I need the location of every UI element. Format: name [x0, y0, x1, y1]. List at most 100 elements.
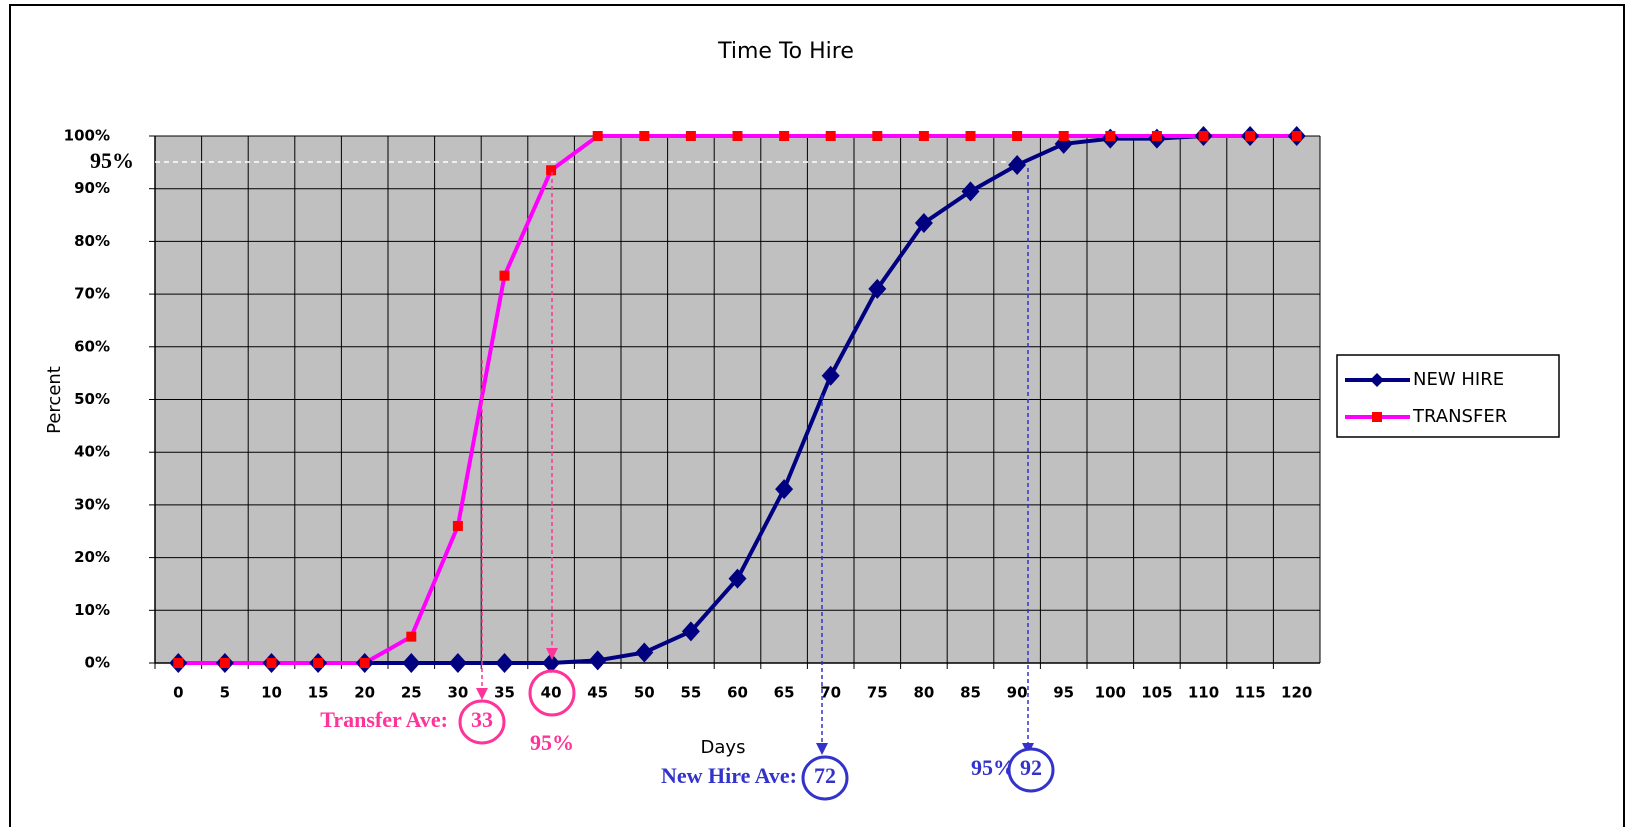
- marker: [266, 658, 277, 668]
- x-axis-title: Days: [701, 737, 746, 758]
- annotation: 95%: [530, 730, 574, 755]
- x-tick-label: 85: [960, 684, 981, 702]
- chart-title: Time To Hire: [717, 39, 854, 64]
- annotation: Transfer Ave:: [320, 707, 448, 732]
- arrow-head: [476, 688, 488, 700]
- marker: [914, 212, 933, 233]
- x-tick-label: 115: [1234, 684, 1265, 702]
- y-tick-label: 70%: [74, 285, 110, 303]
- x-tick-label: 15: [308, 684, 329, 702]
- marker: [1245, 131, 1256, 141]
- marker: [868, 278, 887, 299]
- marker: [546, 165, 557, 176]
- marker: [1291, 131, 1302, 141]
- x-tick-label: 120: [1281, 684, 1312, 702]
- legend-marker: [1372, 412, 1382, 422]
- x-tick-label: 90: [1007, 684, 1028, 702]
- marker: [1058, 131, 1069, 141]
- x-tick-label: 30: [447, 684, 468, 702]
- marker: [685, 131, 696, 141]
- legend-label: TRANSFER: [1412, 406, 1507, 427]
- marker: [313, 658, 324, 668]
- y-tick-label: 30%: [74, 495, 110, 513]
- marker: [825, 131, 836, 141]
- y-tick-label: 10%: [74, 601, 110, 619]
- marker: [965, 131, 976, 141]
- annotation: 72: [814, 763, 836, 788]
- marker: [402, 653, 421, 673]
- annotation: 95%: [90, 148, 134, 173]
- annotation-circle: [801, 755, 849, 801]
- x-tick-label: 10: [261, 684, 282, 702]
- marker: [779, 131, 790, 141]
- marker: [821, 365, 840, 386]
- y-tick-label: 20%: [74, 548, 110, 566]
- marker: [448, 653, 467, 673]
- marker: [732, 131, 743, 141]
- x-tick-label: 0: [173, 684, 183, 702]
- y-tick-label: 90%: [74, 179, 110, 197]
- marker: [1105, 131, 1116, 141]
- x-tick-label: 75: [867, 684, 888, 702]
- marker: [872, 131, 883, 141]
- y-tick-label: 40%: [74, 443, 110, 461]
- x-tick-label: 100: [1095, 684, 1126, 702]
- x-tick-label: 50: [634, 684, 655, 702]
- label-circle: [528, 669, 576, 717]
- marker: [588, 650, 607, 671]
- x-tick-label: 95: [1053, 684, 1074, 702]
- marker: [635, 642, 654, 663]
- arrow-head: [546, 648, 558, 660]
- y-tick-label: 60%: [74, 337, 110, 355]
- marker: [728, 568, 747, 589]
- marker: [681, 621, 700, 642]
- marker: [542, 653, 561, 673]
- x-tick-label: 70: [820, 684, 841, 702]
- annotation: 92: [1020, 755, 1042, 780]
- marker: [961, 181, 980, 202]
- annotation-circle: [1007, 747, 1055, 793]
- x-tick-label: 55: [680, 684, 701, 702]
- marker: [406, 631, 417, 642]
- x-tick-label: 105: [1141, 684, 1172, 702]
- y-tick-label: 50%: [74, 390, 110, 408]
- x-tick-label: 65: [774, 684, 795, 702]
- legend: NEW HIRE TRANSFER: [1336, 354, 1560, 438]
- marker: [775, 479, 794, 500]
- x-tick-label: 45: [587, 684, 608, 702]
- x-tick-label: 5: [220, 684, 230, 702]
- marker: [495, 653, 514, 673]
- marker: [219, 658, 230, 668]
- marker: [592, 131, 603, 141]
- annotation: 33: [471, 707, 493, 732]
- marker: [173, 658, 184, 668]
- arrow-head: [816, 743, 828, 755]
- x-tick-label: 35: [494, 684, 515, 702]
- marker: [1008, 154, 1027, 175]
- annotation: New Hire Ave:: [661, 763, 797, 788]
- frame: [9, 4, 1625, 827]
- marker: [1198, 131, 1209, 141]
- legend-box: [1336, 354, 1560, 438]
- marker: [918, 131, 929, 141]
- legend-label: NEW HIRE: [1413, 369, 1504, 390]
- y-tick-label: 80%: [74, 232, 110, 250]
- marker: [1012, 131, 1023, 141]
- legend-marker: [1370, 373, 1384, 387]
- x-tick-label: 25: [401, 684, 422, 702]
- x-tick-label: 60: [727, 684, 748, 702]
- marker: [639, 131, 650, 141]
- marker: [359, 658, 370, 668]
- annotation-circle: [458, 699, 506, 745]
- x-tick-label: 110: [1188, 684, 1219, 702]
- marker: [452, 520, 463, 531]
- y-tick-label: 0%: [85, 654, 110, 672]
- marker: [499, 270, 510, 281]
- y-axis-title: Percent: [44, 366, 65, 434]
- y-tick-label: 100%: [64, 127, 110, 145]
- x-tick-label: 40: [541, 684, 562, 702]
- marker: [1151, 131, 1162, 141]
- x-tick-label: 20: [354, 684, 375, 702]
- x-tick-label: 80: [913, 684, 934, 702]
